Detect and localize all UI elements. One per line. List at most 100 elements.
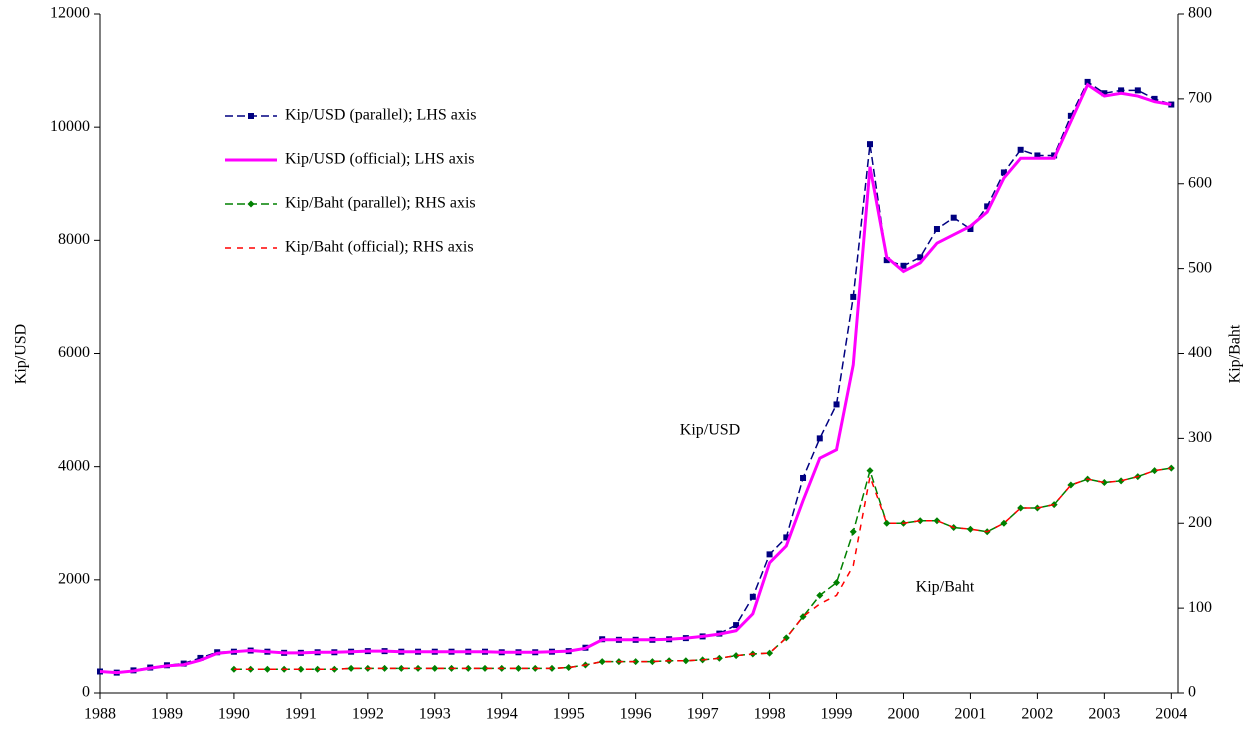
series-marker — [514, 664, 522, 672]
series-marker — [866, 467, 874, 475]
y-tick-label: 8000 — [58, 231, 90, 248]
x-tick-label: 1994 — [486, 706, 518, 723]
y2-tick-label: 0 — [1188, 684, 1196, 701]
series-marker — [966, 525, 974, 533]
series-marker — [197, 654, 204, 661]
legend-label: Kip/Baht (parallel); RHS axis — [285, 195, 476, 212]
series-marker — [548, 664, 556, 672]
x-tick-label: 1989 — [151, 706, 183, 723]
series-marker — [816, 591, 824, 599]
y-tick-label: 0 — [82, 684, 90, 701]
x-tick-label: 2000 — [887, 706, 919, 723]
x-tick-label: 1997 — [687, 706, 719, 723]
legend-label: Kip/Baht (official); RHS axis — [285, 239, 474, 256]
y2-tick-label: 400 — [1188, 344, 1212, 361]
y-tick-label: 10000 — [50, 118, 90, 135]
series-marker — [883, 257, 890, 264]
annotation: Kip/Baht — [916, 579, 975, 596]
series-marker — [598, 658, 606, 666]
series-marker — [297, 665, 305, 673]
y-tick-label: 2000 — [58, 571, 90, 588]
series-marker — [381, 664, 389, 672]
series-marker — [867, 141, 873, 148]
series-marker — [464, 664, 472, 672]
series-marker — [1000, 519, 1008, 527]
series-marker — [263, 665, 271, 673]
y-axis-label: Kip/USD — [13, 324, 30, 384]
series-marker — [1167, 464, 1175, 472]
x-tick-label: 1991 — [285, 706, 317, 723]
series-marker — [766, 551, 773, 558]
x-tick-label: 1988 — [84, 706, 116, 723]
series-marker — [1118, 87, 1125, 94]
series-line — [233, 467, 1172, 670]
series-marker — [933, 517, 941, 525]
legend-marker — [248, 113, 254, 119]
x-tick-label: 1995 — [553, 706, 585, 723]
y-tick-label: 4000 — [58, 457, 90, 474]
series-marker — [967, 226, 974, 233]
series-marker — [766, 649, 774, 657]
series-marker — [565, 664, 573, 672]
series-marker — [431, 664, 439, 672]
y-tick-label: 12000 — [50, 5, 90, 22]
legend-label: Kip/USD (parallel); LHS axis — [285, 107, 477, 124]
y2-tick-label: 200 — [1188, 514, 1212, 531]
y2-tick-label: 800 — [1188, 5, 1212, 22]
series-marker — [1034, 152, 1041, 159]
series-marker — [632, 658, 640, 666]
series-marker — [833, 401, 840, 408]
x-tick-label: 1992 — [352, 706, 384, 723]
y2-axis-label: Kip/Baht — [1227, 324, 1244, 383]
x-tick-label: 1996 — [620, 706, 652, 723]
series-marker — [481, 664, 489, 672]
series-marker — [849, 528, 857, 536]
y2-tick-label: 500 — [1188, 259, 1212, 276]
series-marker — [816, 435, 823, 442]
x-tick-label: 1990 — [218, 706, 250, 723]
series-marker — [1117, 477, 1125, 485]
series-marker — [749, 593, 756, 600]
x-tick-label: 2002 — [1021, 706, 1053, 723]
x-tick-label: 2001 — [954, 706, 986, 723]
series-marker — [1100, 479, 1108, 487]
x-tick-label: 2004 — [1155, 706, 1187, 723]
series-line — [99, 82, 1172, 675]
y-tick-label: 6000 — [58, 344, 90, 361]
x-tick-label: 1999 — [821, 706, 853, 723]
series-marker — [715, 654, 723, 662]
x-tick-label: 1993 — [419, 706, 451, 723]
series-marker — [1084, 78, 1091, 85]
series-marker — [682, 657, 690, 665]
y2-tick-label: 600 — [1188, 174, 1212, 191]
series-marker — [347, 664, 355, 672]
series-marker — [1017, 146, 1024, 153]
series-marker — [1101, 90, 1108, 97]
series-marker — [1151, 467, 1159, 475]
series-marker — [933, 226, 940, 233]
series-marker — [984, 203, 991, 210]
y2-tick-label: 100 — [1188, 599, 1212, 616]
series-marker — [883, 519, 891, 527]
series-marker — [733, 622, 740, 629]
series-marker — [648, 658, 656, 666]
y2-tick-label: 700 — [1188, 90, 1212, 107]
series-marker — [732, 652, 740, 660]
annotation: Kip/USD — [680, 422, 740, 439]
series-marker — [916, 517, 924, 525]
series-marker — [900, 262, 907, 269]
series-marker — [97, 668, 103, 675]
series-marker — [314, 665, 322, 673]
series-marker — [1067, 112, 1074, 119]
series-marker — [1000, 169, 1007, 176]
series-marker — [800, 474, 807, 481]
series-marker — [850, 293, 857, 300]
series-marker — [917, 254, 924, 261]
series-marker — [783, 534, 790, 541]
series-marker — [1168, 101, 1175, 108]
x-tick-label: 2003 — [1088, 706, 1120, 723]
y2-tick-label: 300 — [1188, 429, 1212, 446]
series-marker — [397, 664, 405, 672]
x-tick-label: 1998 — [754, 706, 786, 723]
